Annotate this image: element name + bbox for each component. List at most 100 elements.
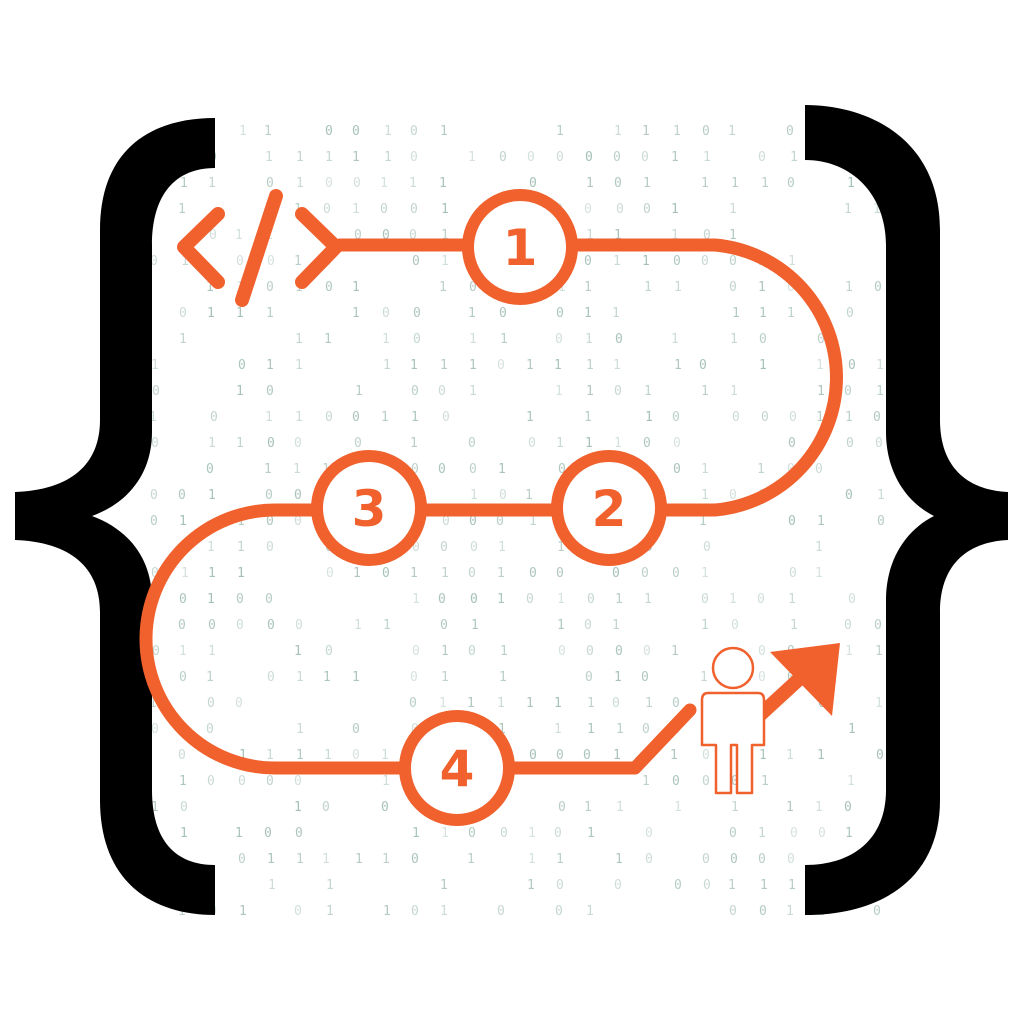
binary-digit: 0: [438, 462, 446, 477]
binary-digit: 1: [467, 696, 475, 711]
binary-digit: 0: [150, 254, 158, 269]
binary-digit: 0: [874, 618, 882, 633]
binary-digit: 0: [411, 852, 419, 867]
binary-digit: 1: [790, 150, 798, 165]
binary-digit: 0: [584, 618, 592, 633]
binary-digit: 0: [266, 540, 274, 555]
binary-digit: 0: [294, 488, 302, 503]
binary-digit: 1: [614, 124, 622, 139]
binary-digit: 1: [235, 228, 243, 243]
binary-digit: 1: [352, 202, 360, 217]
binary-digit: 1: [412, 592, 420, 607]
binary-digit: 1: [296, 150, 304, 165]
binary-digit: 0: [150, 488, 158, 503]
binary-digit: 1: [730, 332, 738, 347]
binary-digit: 0: [179, 670, 187, 685]
binary-digit: 0: [380, 202, 388, 217]
binary-digit: 0: [352, 124, 360, 139]
binary-digit: 0: [761, 410, 769, 425]
binary-digit: 0: [468, 566, 476, 581]
binary-digit: 0: [672, 774, 680, 789]
binary-digit: 1: [671, 202, 679, 217]
step-number: 3: [352, 480, 387, 538]
binary-digit: 0: [151, 436, 159, 451]
binary-digit: 0: [235, 696, 243, 711]
binary-digit: 1: [732, 306, 740, 321]
binary-digit: 0: [844, 384, 852, 399]
binary-digit: 1: [440, 124, 448, 139]
binary-digit: 0: [641, 670, 649, 685]
binary-digit: 1: [845, 410, 853, 425]
binary-digit: 0: [440, 540, 448, 555]
binary-digit: 0: [499, 150, 507, 165]
binary-digit: 0: [442, 514, 450, 529]
binary-digit: 1: [674, 800, 682, 815]
binary-digit: 1: [701, 462, 709, 477]
binary-digit: 0: [673, 254, 681, 269]
binary-digit: 1: [815, 540, 823, 555]
binary-digit: 1: [179, 514, 187, 529]
binary-digit: 1: [498, 540, 506, 555]
binary-digit: 1: [731, 176, 739, 191]
binary-digit: 1: [788, 254, 796, 269]
binary-digit: 1: [383, 358, 391, 373]
binary-digit: 1: [498, 462, 506, 477]
binary-digit: 0: [152, 384, 160, 399]
binary-digit: 0: [267, 618, 275, 633]
binary-digit: 0: [701, 592, 709, 607]
binary-digit: 0: [643, 644, 651, 659]
binary-digit: 1: [265, 150, 273, 165]
binary-digit: 1: [383, 618, 391, 633]
binary-digit: 1: [815, 566, 823, 581]
binary-digit: 1: [525, 488, 533, 503]
binary-digit: 1: [499, 670, 507, 685]
binary-digit: 0: [786, 124, 794, 139]
binary-digit: 1: [790, 618, 798, 633]
binary-digit: 1: [268, 878, 276, 893]
binary-digit: 1: [352, 670, 360, 685]
binary-digit: 0: [152, 644, 160, 659]
binary-digit: 1: [439, 176, 447, 191]
binary-digit: 0: [468, 826, 476, 841]
binary-digit: 0: [818, 826, 826, 841]
binary-digit: 1: [352, 280, 360, 295]
binary-digit: 1: [208, 436, 216, 451]
binary-digit: 0: [731, 774, 739, 789]
binary-digit: 1: [384, 124, 392, 139]
binary-digit: 0: [615, 644, 623, 659]
binary-digit: 0: [209, 228, 217, 243]
binary-digit: 1: [526, 696, 534, 711]
binary-digit: 0: [236, 254, 244, 269]
binary-digit: 0: [614, 878, 622, 893]
binary-digit: 0: [381, 800, 389, 815]
binary-digit: 0: [844, 800, 852, 815]
binary-digit: 0: [410, 124, 418, 139]
binary-digit: 0: [325, 176, 333, 191]
binary-digit: 1: [207, 540, 215, 555]
binary-digit: 0: [529, 566, 537, 581]
binary-digit: 0: [267, 254, 275, 269]
binary-digit: 0: [440, 618, 448, 633]
growth-arrow-icon: [753, 643, 840, 722]
binary-digit: 0: [614, 384, 622, 399]
binary-digit: 1: [587, 696, 595, 711]
binary-digit: 1: [352, 306, 360, 321]
binary-digit: 1: [731, 800, 739, 815]
binary-digit: 1: [700, 670, 708, 685]
binary-digit: 1: [383, 904, 391, 919]
binary-digit: 0: [295, 618, 303, 633]
binary-digit: 1: [701, 384, 709, 399]
binary-digit: 0: [673, 462, 681, 477]
binary-digit: 1: [326, 878, 334, 893]
binary-digit: 0: [412, 254, 420, 269]
binary-digit: 0: [556, 748, 564, 763]
binary-digit: 1: [529, 514, 537, 529]
binary-digit: 0: [325, 410, 333, 425]
binary-digit: 1: [848, 722, 856, 737]
binary-digit: 1: [786, 800, 794, 815]
binary-digit: 1: [645, 696, 653, 711]
binary-digit: 0: [469, 514, 477, 529]
binary-digit: 0: [703, 878, 711, 893]
binary-digit: 0: [382, 228, 390, 243]
binary-digit: 1: [642, 774, 650, 789]
